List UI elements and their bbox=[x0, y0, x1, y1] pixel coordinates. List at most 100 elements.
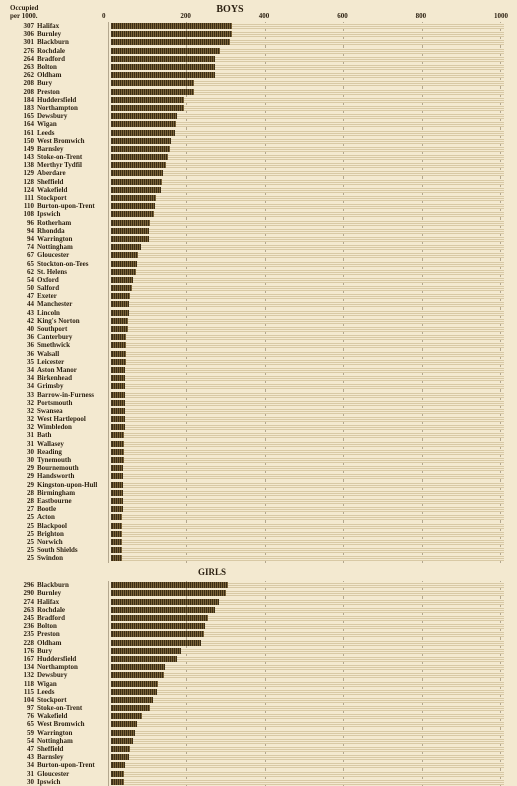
row-label: Bolton bbox=[37, 63, 111, 71]
data-row: 54Oxford bbox=[8, 276, 504, 284]
row-label: Swindon bbox=[37, 554, 111, 562]
bar-track bbox=[111, 697, 504, 703]
bar-track bbox=[111, 416, 504, 422]
data-row: 176Bury bbox=[8, 647, 504, 655]
row-value: 236 bbox=[8, 622, 37, 630]
bar-track bbox=[111, 261, 504, 267]
row-value: 124 bbox=[8, 186, 37, 194]
bar-fill bbox=[112, 506, 123, 512]
row-label: St. Helens bbox=[37, 268, 111, 276]
axis-tick: 600 bbox=[337, 12, 348, 20]
row-label: Aberdare bbox=[37, 169, 111, 177]
bar-fill bbox=[112, 599, 219, 605]
data-row: 50Salford bbox=[8, 284, 504, 292]
bar-track bbox=[111, 179, 504, 185]
axis-tick: 800 bbox=[416, 12, 427, 20]
bar-track bbox=[111, 375, 504, 381]
bar-fill bbox=[112, 261, 137, 267]
girls-title-text: GIRLS bbox=[198, 567, 226, 577]
bar-track bbox=[111, 615, 504, 621]
bar-fill bbox=[112, 170, 163, 176]
row-value: 30 bbox=[8, 448, 37, 456]
row-label: West Hartlepool bbox=[37, 415, 111, 423]
row-value: 25 bbox=[8, 513, 37, 521]
boys-chart: 307Halifax306Burnley301Blackburn276Rochd… bbox=[8, 22, 504, 562]
data-row: 132Dewsbury bbox=[8, 671, 504, 679]
bar-fill bbox=[112, 179, 162, 185]
row-label: Birkenhead bbox=[37, 374, 111, 382]
bar-fill bbox=[112, 39, 230, 45]
bar-track bbox=[111, 531, 504, 537]
bar-track bbox=[111, 664, 504, 670]
row-value: 110 bbox=[8, 202, 37, 210]
row-value: 34 bbox=[8, 374, 37, 382]
bar-track bbox=[111, 465, 504, 471]
data-row: 149Barnsley bbox=[8, 145, 504, 153]
bar-fill bbox=[112, 203, 155, 209]
row-label: Exeter bbox=[37, 292, 111, 300]
data-row: 59Warrington bbox=[8, 729, 504, 737]
data-row: 124Wakefield bbox=[8, 186, 504, 194]
bar-track bbox=[111, 228, 504, 234]
row-value: 276 bbox=[8, 47, 37, 55]
data-row: 67Gloucester bbox=[8, 251, 504, 259]
bar-track bbox=[111, 170, 504, 176]
row-value: 54 bbox=[8, 737, 37, 745]
data-row: 62St. Helens bbox=[8, 268, 504, 276]
row-value: 59 bbox=[8, 729, 37, 737]
bar-track bbox=[111, 318, 504, 324]
row-label: Rochdale bbox=[37, 606, 111, 614]
row-label: Blackburn bbox=[37, 581, 111, 589]
row-value: 96 bbox=[8, 219, 37, 227]
data-row: 290Burnley bbox=[8, 589, 504, 597]
bar-track bbox=[111, 590, 504, 596]
row-label: Gloucester bbox=[37, 770, 111, 778]
bar-track bbox=[111, 672, 504, 678]
bar-fill bbox=[112, 56, 215, 62]
row-value: 97 bbox=[8, 704, 37, 712]
data-row: 94Rhondda bbox=[8, 227, 504, 235]
row-label: Ipswich bbox=[37, 778, 111, 786]
row-label: Northampton bbox=[37, 663, 111, 671]
data-row: 110Burton-upon-Trent bbox=[8, 202, 504, 210]
data-row: 76Wakefield bbox=[8, 712, 504, 720]
row-value: 67 bbox=[8, 251, 37, 259]
row-value: 208 bbox=[8, 88, 37, 96]
row-value: 25 bbox=[8, 554, 37, 562]
bar-track bbox=[111, 195, 504, 201]
row-value: 108 bbox=[8, 210, 37, 218]
row-value: 36 bbox=[8, 350, 37, 358]
bar-fill bbox=[112, 121, 176, 127]
row-label: Bradford bbox=[37, 55, 111, 63]
bar-track bbox=[111, 252, 504, 258]
data-row: 30Ipswich bbox=[8, 778, 504, 786]
row-label: Wallasey bbox=[37, 440, 111, 448]
row-value: 129 bbox=[8, 169, 37, 177]
bar-fill bbox=[112, 465, 123, 471]
bar-fill bbox=[112, 514, 122, 520]
bar-fill bbox=[112, 154, 168, 160]
row-value: 36 bbox=[8, 333, 37, 341]
row-label: Eastbourne bbox=[37, 497, 111, 505]
bar-fill bbox=[112, 228, 149, 234]
bar-track bbox=[111, 408, 504, 414]
row-value: 42 bbox=[8, 317, 37, 325]
bar-track bbox=[111, 80, 504, 86]
bar-track bbox=[111, 656, 504, 662]
row-value: 264 bbox=[8, 55, 37, 63]
row-value: 306 bbox=[8, 30, 37, 38]
row-label: Halifax bbox=[37, 598, 111, 606]
row-label: Walsall bbox=[37, 350, 111, 358]
data-row: 65Stockton-on-Tees bbox=[8, 259, 504, 267]
data-row: 165Dewsbury bbox=[8, 112, 504, 120]
row-label: Sheffield bbox=[37, 745, 111, 753]
bar-fill bbox=[112, 607, 215, 613]
row-label: Burton-upon-Trent bbox=[37, 202, 111, 210]
bar-fill bbox=[112, 416, 125, 422]
data-row: 36Smethwick bbox=[8, 341, 504, 349]
row-value: 50 bbox=[8, 284, 37, 292]
data-row: 33Barrow-in-Furness bbox=[8, 390, 504, 398]
data-row: 97Stoke-on-Trent bbox=[8, 704, 504, 712]
row-value: 35 bbox=[8, 358, 37, 366]
bar-track bbox=[111, 547, 504, 553]
